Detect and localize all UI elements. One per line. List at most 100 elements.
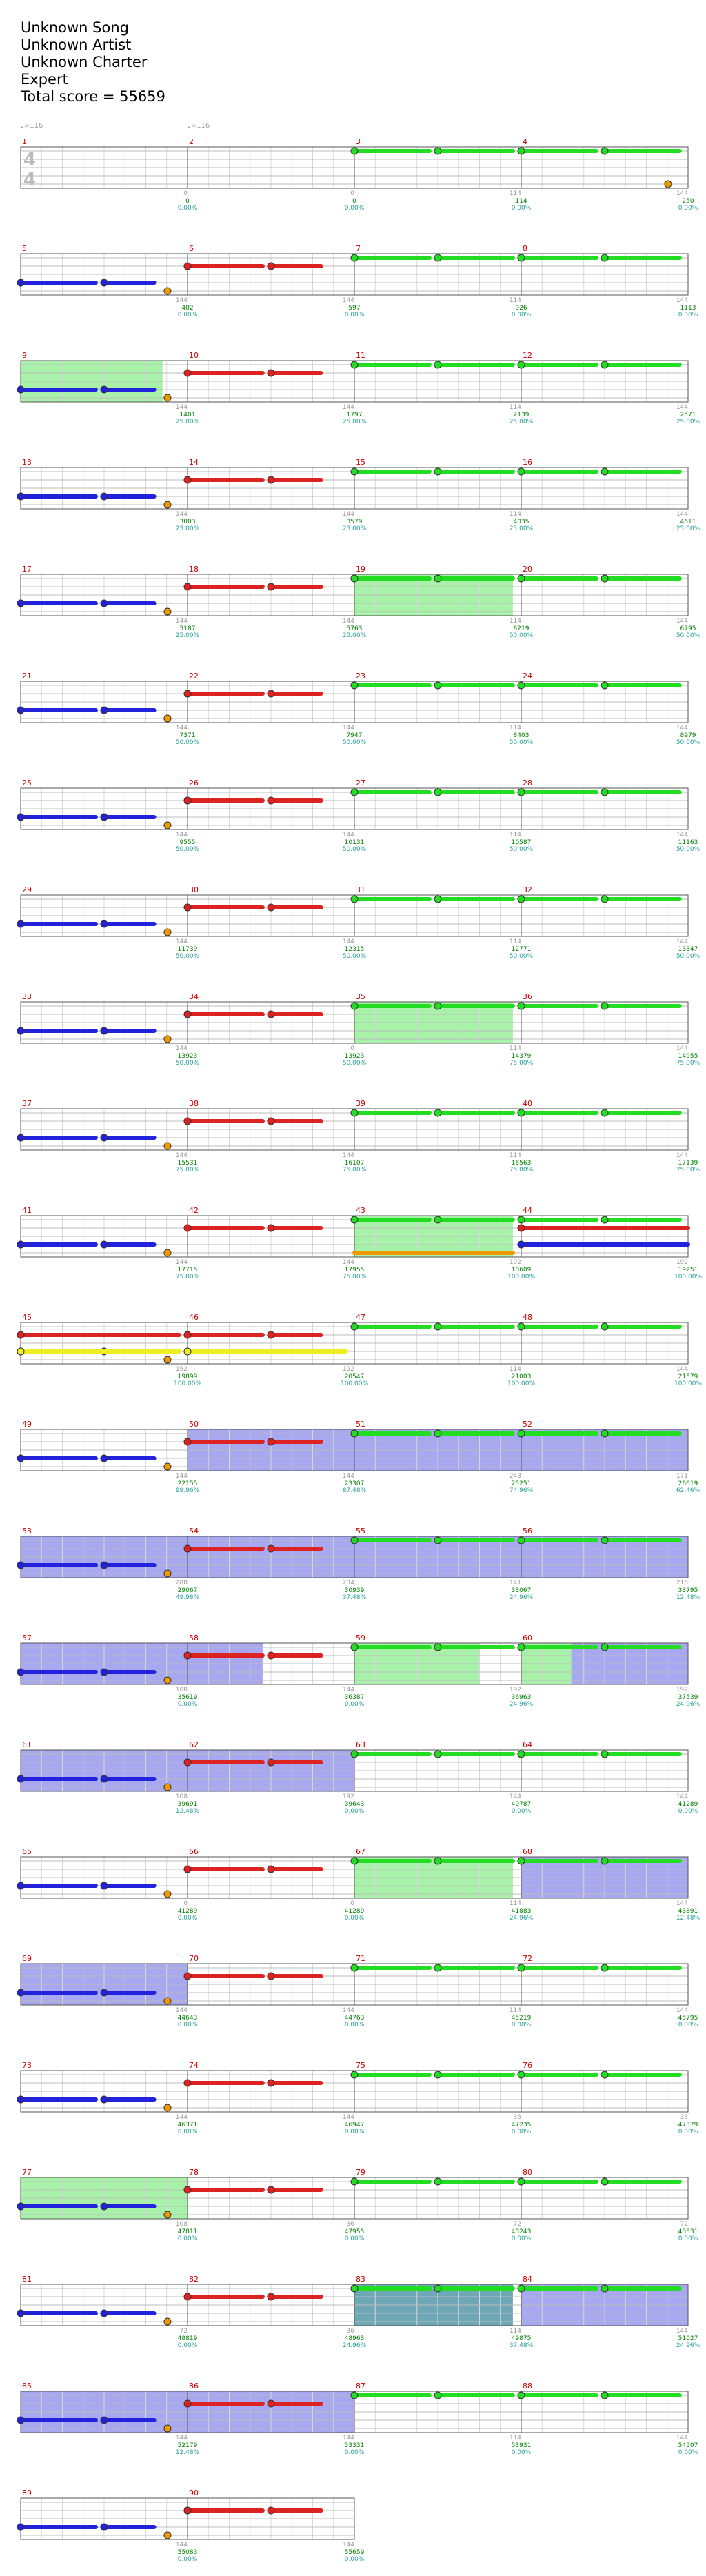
note bbox=[267, 690, 275, 698]
score-label: 44763 bbox=[345, 2015, 365, 2022]
note bbox=[601, 2071, 609, 2079]
tick-count: 144 bbox=[176, 2114, 188, 2121]
total-score: Total score = 55659 bbox=[21, 88, 165, 105]
note bbox=[434, 254, 442, 262]
score-label: 5187 bbox=[180, 625, 196, 632]
score-label: 13347 bbox=[678, 946, 698, 953]
sp-percent-label: 50.00% bbox=[510, 632, 534, 639]
sp-percent-label: 0.00% bbox=[345, 2022, 365, 2029]
measure-number: 26 bbox=[189, 778, 199, 787]
note bbox=[163, 1356, 172, 1364]
tick-count: 0 bbox=[183, 190, 188, 197]
note bbox=[183, 1972, 192, 1980]
tick-count: 144 bbox=[676, 2328, 688, 2335]
tick-count: 144 bbox=[676, 1045, 688, 1052]
note bbox=[17, 1240, 25, 1249]
measure-number: 47 bbox=[356, 1313, 365, 1322]
sp-percent-label: 12.48% bbox=[176, 2449, 200, 2456]
measure-number: 89 bbox=[22, 2488, 32, 2497]
note bbox=[183, 1544, 192, 1553]
score-label: 19899 bbox=[178, 1373, 198, 1380]
sp-percent-label: 0.00% bbox=[345, 312, 365, 319]
sp-percent-label: 24.96% bbox=[676, 1701, 700, 1708]
note bbox=[267, 476, 275, 484]
score-label: 9555 bbox=[180, 839, 196, 846]
sp-percent-label: 24.96% bbox=[343, 2342, 367, 2349]
note bbox=[517, 574, 525, 583]
note bbox=[350, 467, 359, 476]
note bbox=[601, 2391, 609, 2399]
note bbox=[601, 361, 609, 369]
sp-percent-label: 50.00% bbox=[343, 953, 367, 960]
score-label: 2571 bbox=[680, 412, 696, 419]
note bbox=[601, 788, 609, 796]
note bbox=[183, 1651, 192, 1660]
note bbox=[17, 1347, 25, 1356]
note bbox=[183, 1010, 192, 1018]
sp-percent-label: 50.00% bbox=[676, 632, 700, 639]
note bbox=[350, 2391, 359, 2399]
note bbox=[350, 1216, 359, 1224]
score-label: 53331 bbox=[345, 2442, 365, 2449]
note bbox=[517, 1109, 525, 1117]
note bbox=[350, 788, 359, 796]
note bbox=[517, 2177, 525, 2186]
score-label: 11163 bbox=[678, 839, 698, 846]
sp-percent-label: 50.00% bbox=[676, 739, 700, 746]
note bbox=[17, 385, 25, 394]
tick-count: 144 bbox=[176, 832, 188, 838]
score-label: 35619 bbox=[178, 1694, 198, 1701]
measure-border bbox=[521, 1215, 689, 1258]
note bbox=[17, 1989, 25, 1997]
tempo-marker: ♩=116 bbox=[188, 122, 210, 130]
note bbox=[100, 920, 108, 928]
measure-number: 71 bbox=[356, 1954, 365, 1963]
measure-number: 22 bbox=[189, 672, 199, 681]
measure-border bbox=[521, 467, 689, 510]
tick-count: 114 bbox=[510, 190, 521, 197]
note bbox=[17, 1027, 25, 1035]
score-label: 48243 bbox=[512, 2228, 532, 2235]
note bbox=[183, 369, 192, 377]
sp-percent-label: 0.00% bbox=[178, 205, 198, 212]
measure-number: 59 bbox=[356, 1633, 365, 1642]
note bbox=[434, 788, 442, 796]
note bbox=[17, 2309, 25, 2317]
note bbox=[267, 903, 275, 912]
note bbox=[350, 681, 359, 690]
measure-number: 33 bbox=[22, 992, 32, 1001]
measure-border bbox=[521, 1429, 689, 1471]
note bbox=[17, 920, 25, 928]
note bbox=[17, 2523, 25, 2531]
tick-count: 36 bbox=[347, 2221, 355, 2228]
measure-number: 39 bbox=[356, 1099, 365, 1108]
sp-percent-label: 100.00% bbox=[341, 1380, 368, 1387]
note bbox=[100, 1989, 108, 1997]
sp-percent-label: 25.00% bbox=[343, 632, 367, 639]
score-label: 30939 bbox=[345, 1587, 365, 1594]
note bbox=[434, 2391, 442, 2399]
score-label: 48963 bbox=[345, 2335, 365, 2342]
measure-number: 29 bbox=[22, 885, 32, 894]
tick-count: 144 bbox=[676, 2435, 688, 2442]
note bbox=[267, 1865, 275, 1873]
note bbox=[183, 796, 192, 805]
measure-border bbox=[521, 574, 689, 616]
note bbox=[517, 1964, 525, 1972]
score-label: 51027 bbox=[678, 2335, 698, 2342]
note bbox=[434, 1964, 442, 1972]
sp-percent-label: 75.00% bbox=[510, 1167, 534, 1174]
score-label: 0 bbox=[352, 198, 356, 205]
score-label: 41289 bbox=[345, 1908, 365, 1915]
note bbox=[100, 599, 108, 607]
tick-count: 144 bbox=[343, 297, 354, 304]
tick-count: 144 bbox=[343, 1687, 354, 1693]
score-label: 47811 bbox=[178, 2228, 198, 2235]
measure-border bbox=[521, 2070, 689, 2113]
measure-border bbox=[521, 1536, 689, 1578]
tick-count: 144 bbox=[676, 1152, 688, 1159]
sp-percent-label: 0.00% bbox=[512, 2235, 532, 2242]
note bbox=[434, 2284, 442, 2293]
tick-count: 144 bbox=[510, 1793, 521, 1800]
note bbox=[517, 681, 525, 690]
